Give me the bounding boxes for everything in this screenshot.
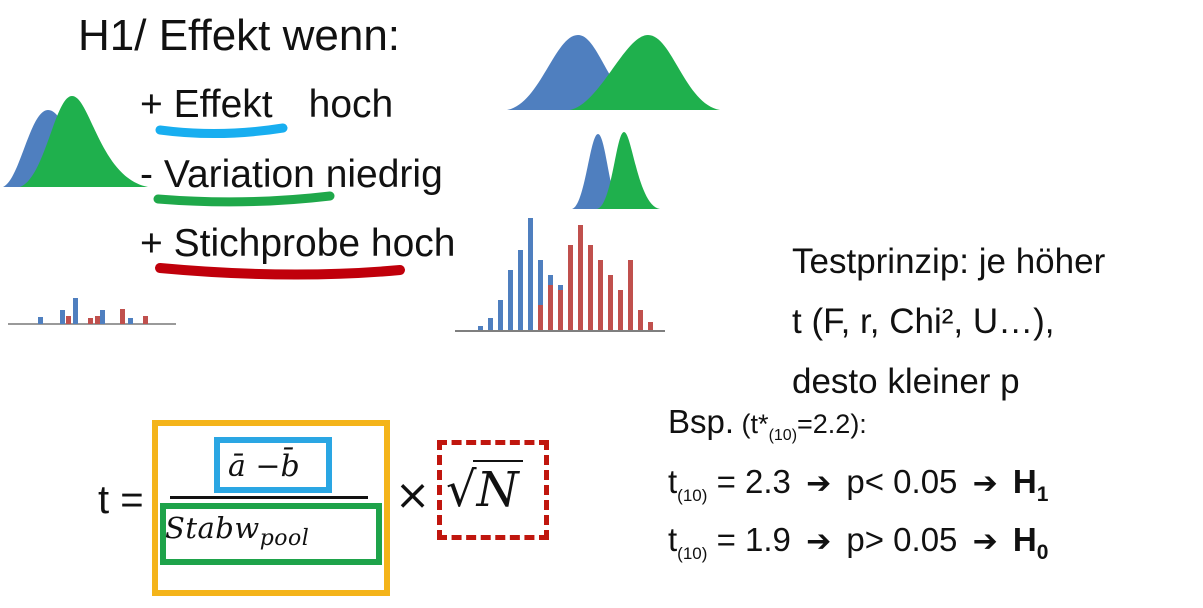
fraction-line <box>170 496 368 499</box>
narrow-distributions <box>572 132 660 209</box>
denominator-main: Stabw <box>165 511 260 545</box>
example-row: t(10) = 2.3 ➔ p< 0.05 ➔ H1 <box>668 463 1048 505</box>
condition-prefix: + <box>140 222 174 265</box>
formula-lhs: t = <box>98 478 144 522</box>
formula-numerator: ā −b̄ <box>228 449 300 484</box>
histogram-bar <box>588 245 593 330</box>
condition-variation: - Variation niedrig <box>140 155 443 194</box>
condition-stichprobe: + Stichprobe hoch <box>140 224 455 263</box>
hypothesis-symbol: H <box>1012 463 1037 500</box>
multiply-sign: × <box>395 470 431 519</box>
histogram-bar <box>628 260 633 330</box>
critical-value-close: =2.2): <box>797 409 867 439</box>
critical-value-open: (t* <box>734 409 769 439</box>
condition-suffix: niedrig <box>314 153 443 196</box>
variation-underline <box>153 191 335 207</box>
fraction-box <box>152 420 390 596</box>
sqrt-icon: √ <box>446 462 477 518</box>
t-value: = 2.3 <box>707 463 791 500</box>
histogram-bar <box>598 260 603 330</box>
histogram-bar <box>538 305 543 330</box>
example-heading: Bsp. (t*(10)=2.2): <box>668 403 867 444</box>
critical-value: (t*(10)=2.2): <box>734 409 867 444</box>
formula-denominator: Stabwpool <box>165 511 309 550</box>
condition-effekt: + Effekt hoch <box>140 85 393 124</box>
histogram-bar <box>548 285 553 330</box>
stichprobe-underline <box>155 263 405 280</box>
principle-line: Testprinzip: je höher <box>792 242 1106 281</box>
right-arrow-icon: ➔ <box>972 525 998 558</box>
right-arrow-icon: ➔ <box>806 525 832 558</box>
histogram-bar <box>608 275 613 330</box>
overlapping-distributions-left <box>3 96 148 187</box>
histogram-bar <box>568 245 573 330</box>
histogram-bar <box>648 322 653 330</box>
histogram-bar <box>528 218 533 330</box>
condition-prefix: + <box>140 83 174 126</box>
histogram-bar <box>488 318 493 330</box>
separated-distributions-top <box>507 35 720 110</box>
histogram-bar <box>508 270 513 330</box>
critical-df: (10) <box>768 427 798 444</box>
page-title: H1/ Effekt wenn: <box>78 11 401 60</box>
condition-keyword: Stichprobe hoch <box>173 222 456 265</box>
histogram-bar <box>618 290 623 330</box>
condition-keyword: Effekt <box>173 83 273 126</box>
histogram-bar <box>478 326 483 330</box>
histogram-bar <box>578 225 583 330</box>
t-symbol: t <box>668 463 678 500</box>
histogram-bar <box>558 290 563 330</box>
principle-line: desto kleiner p <box>792 362 1020 401</box>
histogram-bar <box>638 310 643 330</box>
numerator-box <box>214 437 332 493</box>
df-subscript: (10) <box>677 544 708 563</box>
large-histogram <box>455 218 665 332</box>
histogram-bar <box>498 300 503 330</box>
condition-keyword: Variation <box>163 153 315 196</box>
denominator-box <box>160 503 382 565</box>
effekt-underline <box>155 123 288 139</box>
principle-line: t (F, r, Chi², U…), <box>792 302 1055 341</box>
condition-suffix: hoch <box>308 83 394 126</box>
histogram-bar <box>518 250 523 330</box>
hypothesis-symbol: H <box>1012 521 1037 558</box>
hypothesis-subscript: 0 <box>1036 541 1049 564</box>
right-arrow-icon: ➔ <box>972 467 998 500</box>
test-principle: Testprinzip: je höher t (F, r, Chi², U…)… <box>792 232 1105 412</box>
example-label: Bsp. <box>668 403 735 440</box>
p-value: p> 0.05 <box>846 521 958 558</box>
sqrt-n-box <box>437 440 549 540</box>
hypothesis-subscript: 1 <box>1036 483 1049 506</box>
sqrt-n: √N <box>446 460 523 518</box>
p-value: p< 0.05 <box>846 463 958 500</box>
df-subscript: (10) <box>677 486 708 505</box>
condition-prefix: - <box>140 153 164 196</box>
t-symbol: t <box>668 521 678 558</box>
right-arrow-icon: ➔ <box>806 467 832 500</box>
example-row: t(10) = 1.9 ➔ p> 0.05 ➔ H0 <box>668 521 1048 563</box>
t-value: = 1.9 <box>707 521 791 558</box>
small-histogram <box>8 298 176 325</box>
histogram-bar <box>538 260 543 330</box>
denominator-subscript: pool <box>259 526 310 551</box>
sample-size-symbol: N <box>472 460 523 518</box>
